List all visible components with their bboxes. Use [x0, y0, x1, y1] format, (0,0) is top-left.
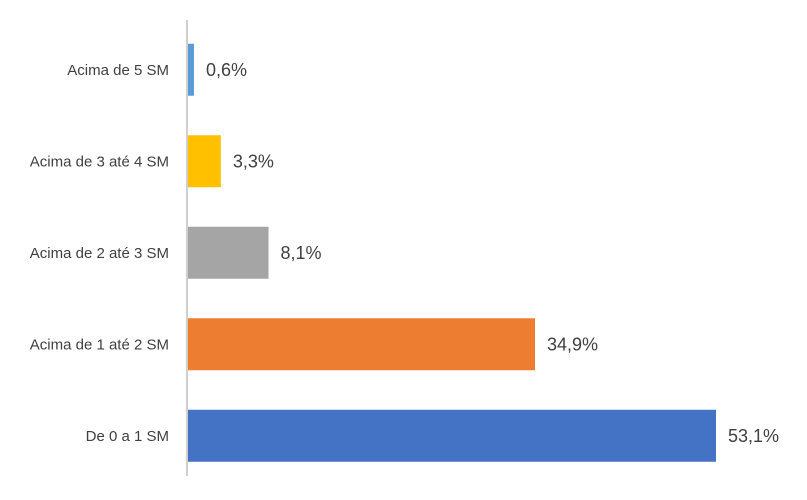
category-label-0: Acima de 5 SM: [67, 62, 169, 79]
value-label-1: 3,3%: [233, 151, 274, 171]
bar-1: [188, 135, 221, 188]
value-label-3: 34,9%: [547, 334, 598, 354]
category-label-3: Acima de 1 até 2 SM: [30, 336, 169, 353]
category-label-2: Acima de 2 até 3 SM: [30, 245, 169, 262]
bar-3: [188, 318, 536, 371]
bar-2: [188, 226, 269, 279]
bar-4: [188, 409, 716, 462]
category-label-1: Acima de 3 até 4 SM: [30, 153, 169, 170]
value-label-2: 8,1%: [281, 243, 322, 263]
value-label-0: 0,6%: [206, 60, 247, 80]
bar-0: [188, 43, 194, 96]
value-label-4: 53,1%: [728, 426, 779, 446]
category-label-4: De 0 a 1 SM: [86, 428, 169, 445]
